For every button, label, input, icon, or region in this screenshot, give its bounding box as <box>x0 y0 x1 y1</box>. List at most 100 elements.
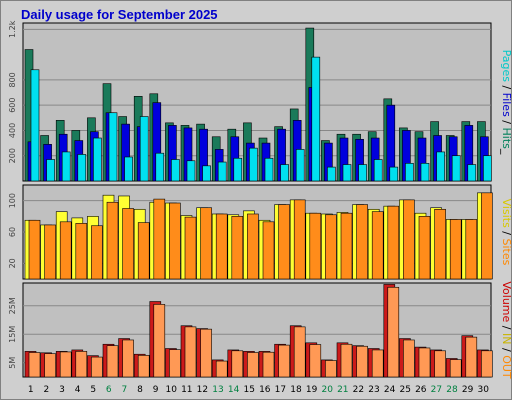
bar-sites-day-22 <box>356 204 368 280</box>
bar-sites-day-10 <box>169 202 181 280</box>
bar-sites-day-25 <box>403 199 415 280</box>
bar-sites-day-19 <box>309 212 322 280</box>
x-day-label: 16 <box>259 385 271 395</box>
x-day-label: 17 <box>275 385 286 395</box>
bar-sites-day-30 <box>481 192 493 280</box>
bar-pages-day-23 <box>373 159 383 182</box>
bar-pages-day-19 <box>311 56 321 182</box>
y-tick-label: 15M <box>8 326 17 343</box>
bar-sites-day-3 <box>59 221 72 280</box>
y-tick-label: 5M <box>8 357 17 369</box>
bar-pages-day-7 <box>124 156 133 182</box>
bar-sites-day-26 <box>418 216 431 280</box>
bar-sites-day-21 <box>340 212 353 280</box>
x-day-label: 22 <box>353 385 364 395</box>
bar-pages-day-24 <box>389 166 399 182</box>
bar-sites-day-29 <box>465 219 478 280</box>
bar-out-day-15 <box>247 352 259 378</box>
page-title: Daily usage for September 2025 <box>21 7 218 22</box>
bar-pages-day-9 <box>155 152 165 182</box>
bar-pages-day-13 <box>217 161 227 182</box>
bar-sites-day-9 <box>153 198 166 280</box>
bar-sites-day-17 <box>278 204 290 280</box>
bar-out-day-18 <box>293 326 306 378</box>
bar-sites-day-12 <box>200 207 212 280</box>
x-day-label: 2 <box>44 385 50 395</box>
bar-pages-day-4 <box>77 154 87 182</box>
bar-sites-day-18 <box>293 199 306 280</box>
x-day-label: 5 <box>90 385 96 395</box>
y-tick-label: 400 <box>8 123 17 138</box>
x-day-label: 9 <box>153 385 159 395</box>
bar-pages-day-8 <box>139 116 149 182</box>
bar-pages-day-6 <box>108 112 118 182</box>
bar-out-day-10 <box>169 349 181 378</box>
x-day-label: 29 <box>462 385 474 395</box>
bar-sites-day-13 <box>215 213 228 280</box>
bar-out-day-8 <box>137 355 150 378</box>
bar-out-day-9 <box>153 304 166 378</box>
bar-sites-day-11 <box>184 216 197 280</box>
bar-sites-day-20 <box>325 214 337 280</box>
bar-pages-day-15 <box>249 147 258 182</box>
y-tick-label: 25M <box>8 297 17 314</box>
x-day-label: 30 <box>477 385 489 395</box>
side-label-part: Hits <box>500 128 511 150</box>
x-day-label: 18 <box>290 385 302 395</box>
x-day-label: 3 <box>59 385 65 395</box>
bar-pages-day-17 <box>280 164 289 182</box>
bar-sites-day-23 <box>371 211 384 280</box>
bar-pages-day-30 <box>483 155 492 182</box>
x-day-label: 10 <box>165 385 177 395</box>
y-tick-label: 100 <box>8 193 17 208</box>
x-day-label: 13 <box>212 385 223 395</box>
side-label-part: OUT <box>500 355 511 379</box>
bar-sites-day-16 <box>262 221 275 280</box>
y-tick-label: 1.2k <box>8 20 17 38</box>
side-label-part: / <box>500 117 511 128</box>
bar-out-day-22 <box>356 345 368 378</box>
x-day-label: 20 <box>321 385 333 395</box>
side-label-visits-sites: Visits / Sites <box>500 199 511 266</box>
bar-pages-day-10 <box>171 159 180 182</box>
y-tick-label: 600 <box>8 98 17 113</box>
bar-pages-day-20 <box>327 166 336 182</box>
x-day-label: 21 <box>337 385 348 395</box>
side-label-volume: Volume / IN / OUT <box>500 281 511 379</box>
bar-out-day-27 <box>434 350 446 378</box>
bar-pages-day-14 <box>233 157 243 182</box>
side-label-part: Sites <box>500 239 511 266</box>
bar-sites-day-24 <box>387 205 400 280</box>
bar-sites-day-7 <box>122 208 134 280</box>
bar-pages-day-1 <box>30 69 40 182</box>
side-label-part: Files <box>500 93 511 117</box>
bar-out-day-17 <box>278 344 290 378</box>
bar-sites-day-4 <box>75 223 88 280</box>
x-day-label: 28 <box>446 385 458 395</box>
bar-out-day-4 <box>75 351 88 378</box>
y-tick-label: 60 <box>8 227 17 237</box>
bar-sites-day-1 <box>28 219 41 280</box>
x-day-label: 1 <box>28 385 34 395</box>
bar-pages-day-22 <box>358 164 367 182</box>
bar-out-day-13 <box>215 360 228 378</box>
bar-out-day-20 <box>325 360 337 378</box>
bar-out-day-12 <box>200 328 212 378</box>
side-label-part: Pages <box>500 50 511 83</box>
bar-out-day-19 <box>309 344 322 378</box>
bar-out-day-14 <box>231 350 244 378</box>
bar-out-day-26 <box>418 347 431 378</box>
side-label-part: Visits <box>500 199 511 228</box>
bar-pages-day-26 <box>420 163 430 182</box>
side-label-part: Volume <box>500 281 511 322</box>
bar-out-day-11 <box>184 326 197 378</box>
x-day-label: 24 <box>384 385 396 395</box>
bar-out-day-7 <box>122 339 134 378</box>
bar-out-day-3 <box>59 351 72 378</box>
x-day-label: 6 <box>106 385 112 395</box>
bar-out-day-29 <box>465 336 478 378</box>
x-day-label: 11 <box>181 385 192 395</box>
bar-pages-day-3 <box>61 151 71 182</box>
